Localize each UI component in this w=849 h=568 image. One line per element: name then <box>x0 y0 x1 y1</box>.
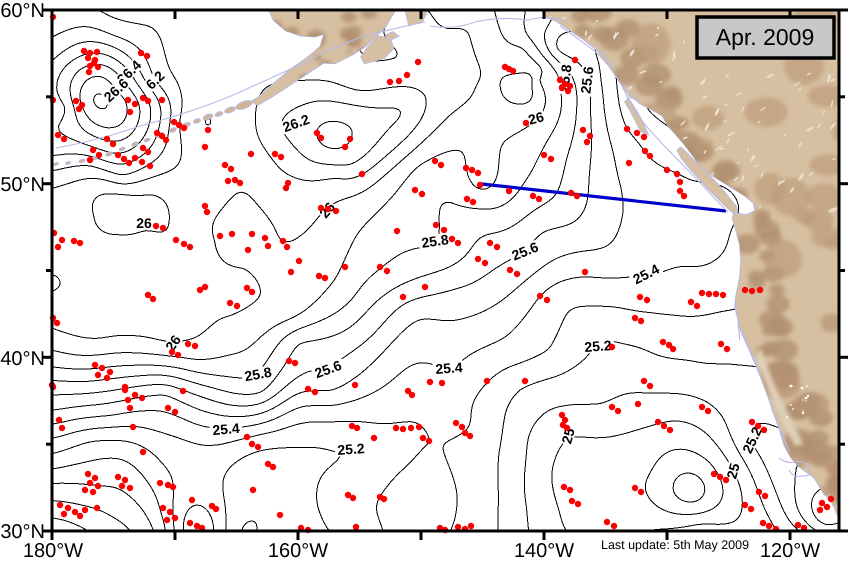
svg-text:160°W: 160°W <box>268 540 328 562</box>
svg-text:120°W: 120°W <box>760 540 820 562</box>
svg-text:25.8: 25.8 <box>243 364 273 385</box>
svg-text:25: 25 <box>558 426 578 445</box>
svg-text:180°W: 180°W <box>23 540 83 562</box>
svg-text:25: 25 <box>723 461 743 480</box>
svg-text:Last update: 5th May 2009: Last update: 5th May 2009 <box>601 538 749 552</box>
svg-text:25.2: 25.2 <box>337 440 366 458</box>
svg-text:25.6: 25.6 <box>577 65 596 94</box>
svg-text:25.8: 25.8 <box>420 231 449 251</box>
svg-text:60°N: 60°N <box>0 0 45 22</box>
svg-text:25.2: 25.2 <box>584 337 613 355</box>
svg-text:40°N: 40°N <box>0 348 45 370</box>
svg-text:25.4: 25.4 <box>212 420 241 438</box>
svg-text:26: 26 <box>136 215 152 231</box>
svg-text:26: 26 <box>526 108 545 128</box>
svg-text:Apr. 2009: Apr. 2009 <box>716 24 814 50</box>
svg-text:30°N: 30°N <box>0 521 45 543</box>
svg-text:140°W: 140°W <box>514 540 574 562</box>
svg-text:25.4: 25.4 <box>435 359 464 377</box>
svg-text:50°N: 50°N <box>0 174 45 196</box>
